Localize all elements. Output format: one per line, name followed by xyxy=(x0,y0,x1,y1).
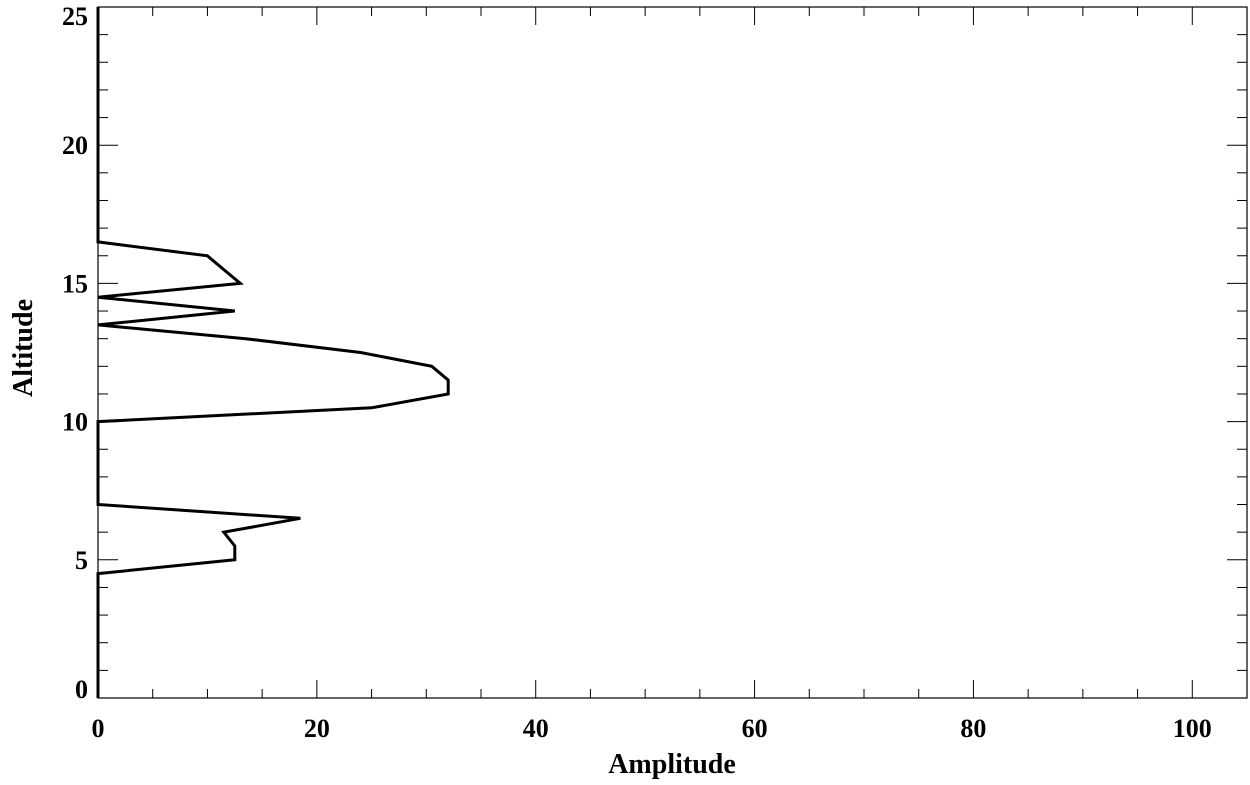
x-tick-label: 20 xyxy=(304,714,330,743)
x-tick-label: 40 xyxy=(523,714,549,743)
y-tick-label: 5 xyxy=(75,546,88,575)
x-tick-label: 0 xyxy=(92,714,105,743)
tick-labels-group: 0 20 40 60 80 100 0 5 10 15 20 25 xyxy=(62,2,1212,743)
plot-frame xyxy=(97,6,1248,699)
y-tick-label: 25 xyxy=(62,2,88,31)
x-axis-title: Amplitude xyxy=(608,749,736,780)
y-tick-label: 10 xyxy=(62,408,88,437)
x-tick-label: 60 xyxy=(742,714,768,743)
x-tick-label: 100 xyxy=(1173,714,1212,743)
y-tick-label: 20 xyxy=(62,131,88,160)
series-group xyxy=(96,7,450,698)
ticks-group xyxy=(97,6,1248,699)
amplitude-profile-line xyxy=(96,7,450,698)
y-axis-title: Altitude xyxy=(8,299,39,397)
y-tick-label: 15 xyxy=(62,269,88,298)
x-tick-label: 80 xyxy=(960,714,986,743)
axes-group xyxy=(97,6,1248,699)
y-tick-label: 0 xyxy=(75,675,88,704)
